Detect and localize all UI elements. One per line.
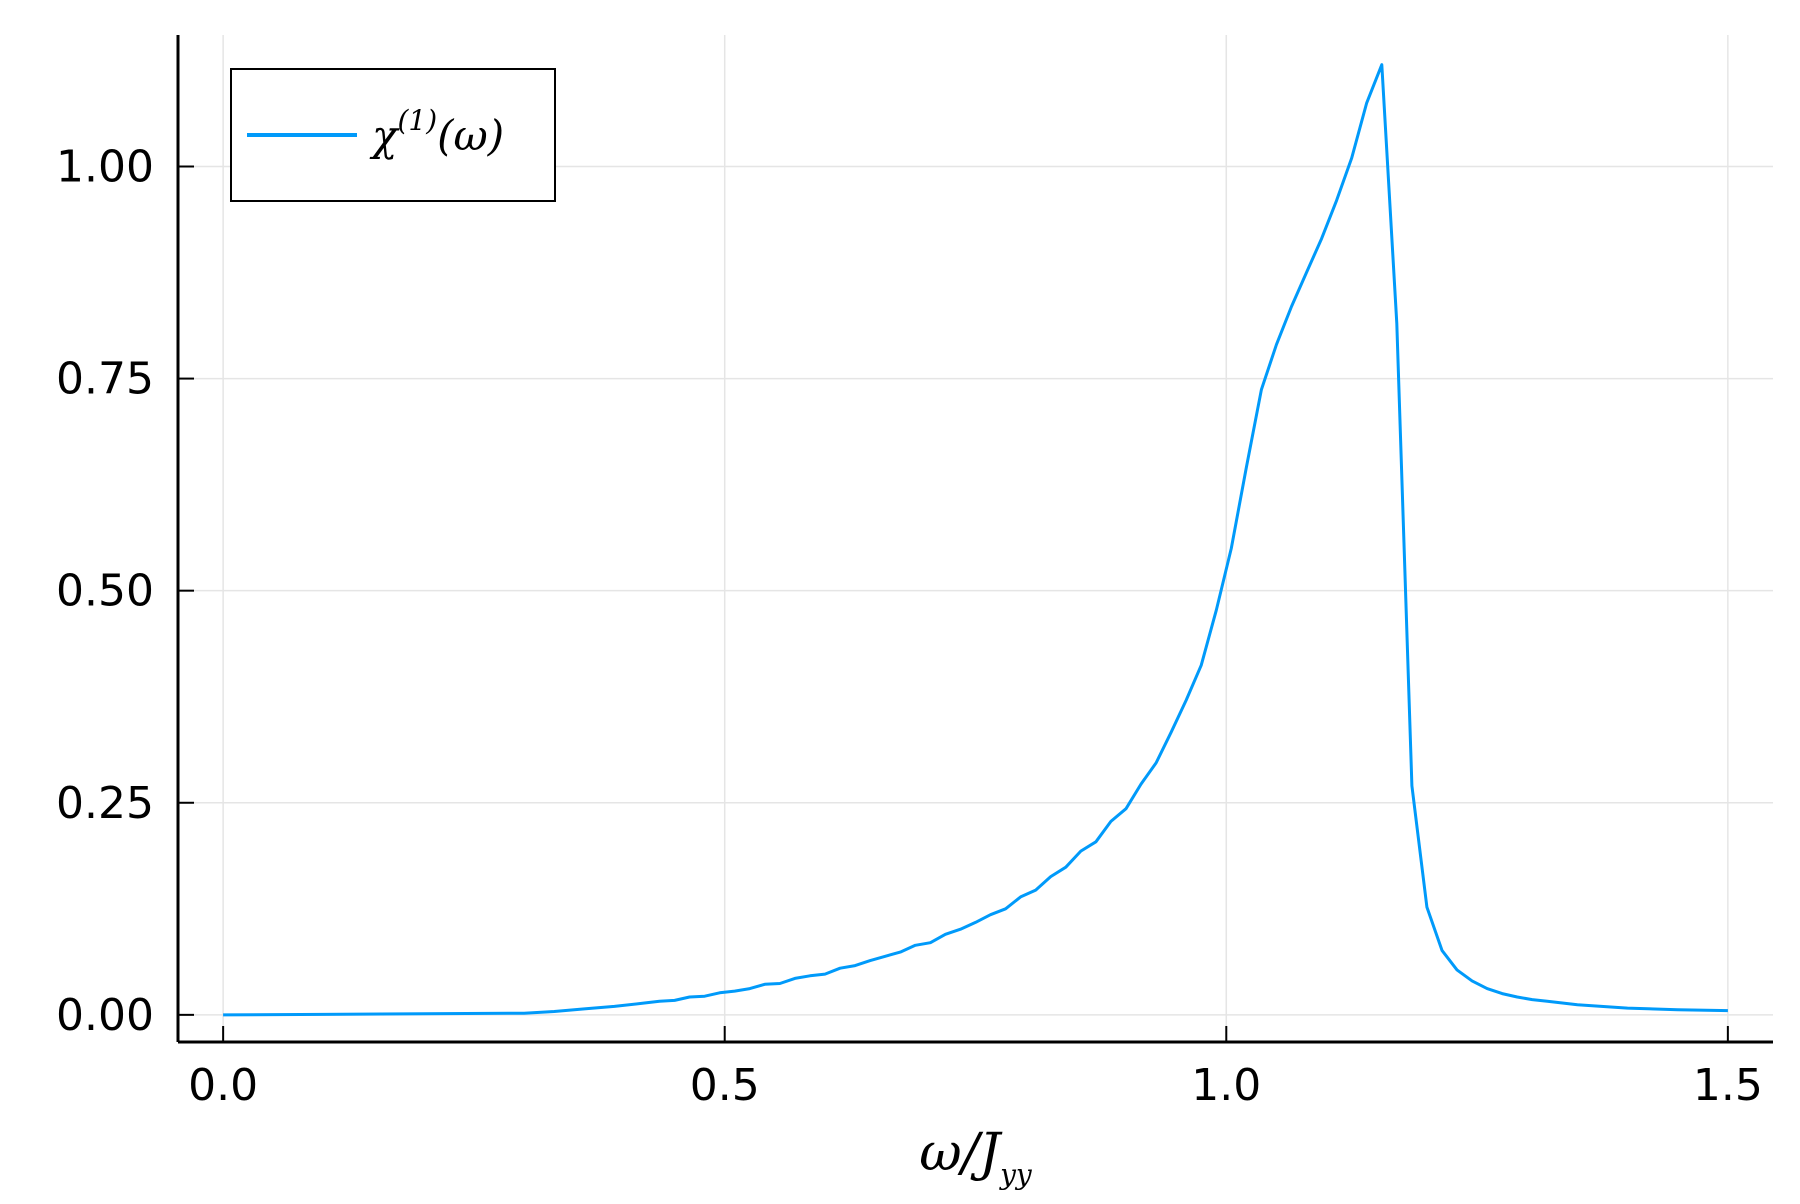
y-tick-label: 0.75 bbox=[56, 354, 154, 405]
axes bbox=[176, 35, 1773, 1044]
x-tick-label: 1.5 bbox=[1693, 1060, 1763, 1111]
legend-label-tail: (ω) bbox=[437, 111, 504, 160]
y-tick-label: 1.00 bbox=[56, 141, 154, 192]
x-axis-title-base: ω/J bbox=[919, 1123, 1003, 1183]
legend-label: χ(1)(ω) bbox=[369, 104, 504, 160]
x-tick-label: 1.0 bbox=[1191, 1060, 1261, 1111]
legend-label-superscript: (1) bbox=[397, 104, 437, 137]
legend-label-base: χ bbox=[369, 111, 400, 160]
x-axis-title: ω/Jyy bbox=[919, 1123, 1033, 1191]
x-axis-title-subscript: yy bbox=[998, 1158, 1033, 1191]
y-tick-label: 0.00 bbox=[56, 990, 154, 1041]
y-tick-label: 0.50 bbox=[56, 566, 154, 617]
series-layer bbox=[223, 63, 1728, 1017]
y-tick-label: 0.25 bbox=[56, 778, 154, 829]
x-tick-label: 0.5 bbox=[690, 1060, 760, 1111]
ticks: 0.0 0.5 1.0 1.5 0.00 0.25 0.50 0.75 1.00 bbox=[56, 141, 1763, 1111]
x-tick-label: 0.0 bbox=[188, 1060, 258, 1111]
legend: χ(1)(ω) bbox=[230, 68, 556, 202]
series-line bbox=[223, 63, 1728, 1017]
